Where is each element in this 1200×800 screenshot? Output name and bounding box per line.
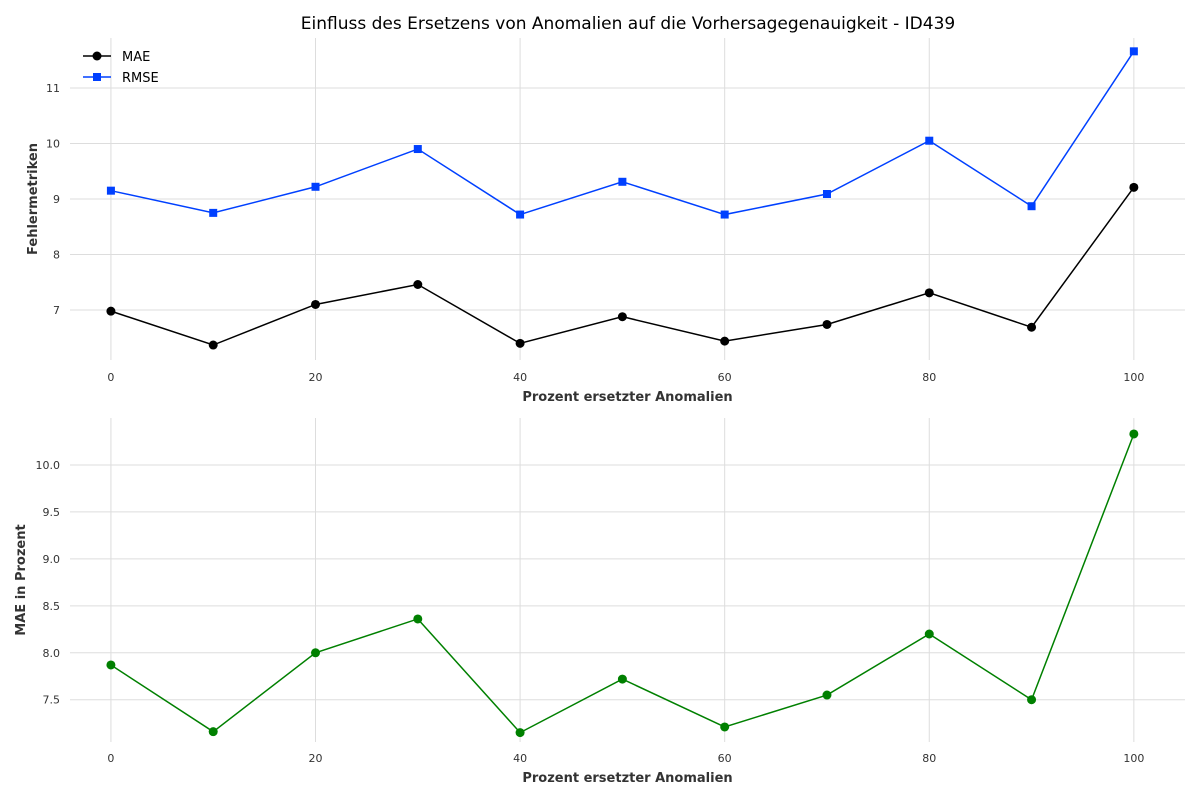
x-tick-label: 60	[718, 371, 732, 384]
x-tick-label: 80	[922, 371, 936, 384]
y-tick-label: 7.5	[43, 694, 61, 707]
x-axis-label: Prozent ersetzter Anomalien	[522, 390, 732, 405]
data-point	[106, 306, 116, 316]
data-point	[413, 145, 422, 154]
y-tick-label: 8.5	[43, 600, 61, 613]
data-point	[413, 279, 423, 289]
bottom-panel: 0 20 40 60 80 100 7.5 8.0 8.5 9.0 9.5 10.0 Prozent e…	[14, 418, 1185, 786]
y-tick-label: 8	[53, 249, 60, 262]
data-point	[413, 614, 423, 624]
data-point	[822, 190, 831, 199]
data-point	[208, 727, 218, 737]
data-point	[720, 722, 730, 732]
data-point	[106, 660, 116, 670]
data-point	[924, 288, 934, 298]
data-point	[925, 136, 934, 145]
x-tick-label: 100	[1123, 371, 1144, 384]
data-point	[311, 299, 321, 309]
y-tick-label: 10.0	[36, 459, 61, 472]
y-tick-label: 9.0	[43, 553, 61, 566]
data-point	[208, 340, 218, 350]
y-tick-label: 9.5	[43, 506, 61, 519]
y-axis-label: MAE in Prozent	[14, 524, 29, 635]
data-point	[617, 312, 627, 322]
data-point	[822, 319, 832, 329]
legend: MAE RMSE	[83, 50, 159, 86]
legend-marker	[92, 51, 102, 61]
data-point	[1129, 182, 1139, 192]
x-axis-label: Prozent ersetzter Anomalien	[522, 771, 732, 786]
y-tick-label: 7	[53, 304, 60, 317]
x-tick-label: 0	[107, 371, 114, 384]
top-panel: 0 20 40 60 80 100 7 8 9 10 11 Prozent ersetzter Ano…	[26, 38, 1185, 405]
data-point	[618, 177, 627, 186]
x-tick-label: 100	[1123, 752, 1144, 765]
data-point	[106, 186, 115, 195]
legend-marker	[93, 73, 101, 81]
series-line-mae-percent	[110, 433, 1135, 734]
series-line-rmse	[110, 50, 1135, 216]
y-tick-label: 9	[53, 193, 60, 206]
series-line-mae	[110, 186, 1135, 346]
x-tick-label: 60	[718, 752, 732, 765]
y-tick-label: 8.0	[43, 647, 61, 660]
data-point	[311, 648, 321, 658]
data-point	[1027, 202, 1036, 211]
x-tick-label: 0	[107, 752, 114, 765]
chart-title: Einfluss des Ersetzens von Anomalien auf…	[301, 14, 955, 34]
data-point	[720, 210, 729, 219]
data-point	[1027, 695, 1037, 705]
data-point	[617, 674, 627, 684]
x-tick-label: 80	[922, 752, 936, 765]
data-point	[924, 629, 934, 639]
data-point	[515, 728, 525, 738]
y-tick-label: 11	[46, 82, 60, 95]
data-point	[720, 336, 730, 346]
x-tick-label: 40	[513, 752, 527, 765]
legend-label: MAE	[122, 50, 150, 65]
data-point	[1129, 429, 1139, 439]
data-point	[209, 208, 218, 217]
data-point	[1027, 322, 1037, 332]
y-tick-label: 10	[46, 137, 60, 150]
data-point	[515, 338, 525, 348]
x-tick-label: 20	[309, 371, 323, 384]
data-point	[516, 210, 525, 219]
data-point	[1129, 47, 1138, 56]
legend-label: RMSE	[122, 71, 159, 86]
data-point	[822, 690, 832, 700]
x-tick-label: 20	[309, 752, 323, 765]
y-axis-label: Fehlermetriken	[26, 143, 41, 255]
data-point	[311, 182, 320, 191]
x-tick-label: 40	[513, 371, 527, 384]
